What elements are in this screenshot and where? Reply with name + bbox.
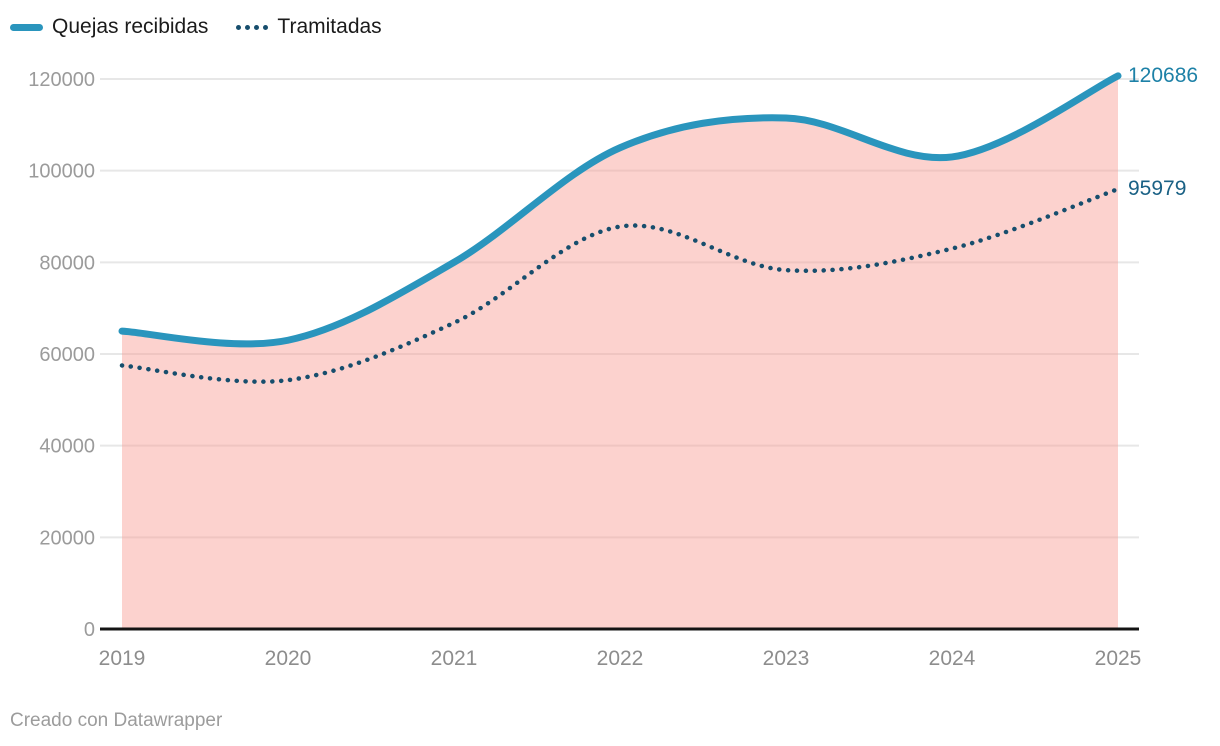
legend-item-tramitadas: Tramitadas [236,15,382,39]
y-axis-tick-label: 120000 [28,69,95,91]
dotted-line-swatch-icon [236,24,269,30]
series-line-tramitadas [119,186,1121,384]
series-end-value-quejas: 120686 [1128,64,1199,87]
legend-item-quejas-recibidas: Quejas recibidas [10,15,208,39]
y-axis-tick-label: 0 [84,619,95,641]
legend: Quejas recibidas Tramitadas [10,15,382,39]
x-axis-tick-label: 2020 [265,647,312,670]
x-axis-tick-label: 2021 [431,647,478,670]
legend-label: Tramitadas [277,15,382,38]
x-axis-tick-label: 2023 [763,647,810,670]
x-axis-tick-label: 2025 [1095,647,1142,670]
x-axis-tick-label: 2019 [99,647,146,670]
y-axis-tick-label: 40000 [39,436,95,458]
y-axis-tick-label: 60000 [39,344,95,366]
y-axis-tick-label: 100000 [28,161,95,183]
area-fill [122,75,1118,629]
attribution-credit: Creado con Datawrapper [10,710,223,731]
solid-line-swatch-icon [10,23,43,31]
x-axis-tick-label: 2022 [597,647,644,670]
x-axis-tick-label: 2024 [929,647,976,670]
y-axis-tick-label: 20000 [39,527,95,549]
y-axis-tick-label: 80000 [39,252,95,274]
legend-label: Quejas recibidas [52,15,209,38]
series-line-quejas-recibidas [118,72,1122,348]
series-end-value-tramitadas: 95979 [1128,177,1187,200]
